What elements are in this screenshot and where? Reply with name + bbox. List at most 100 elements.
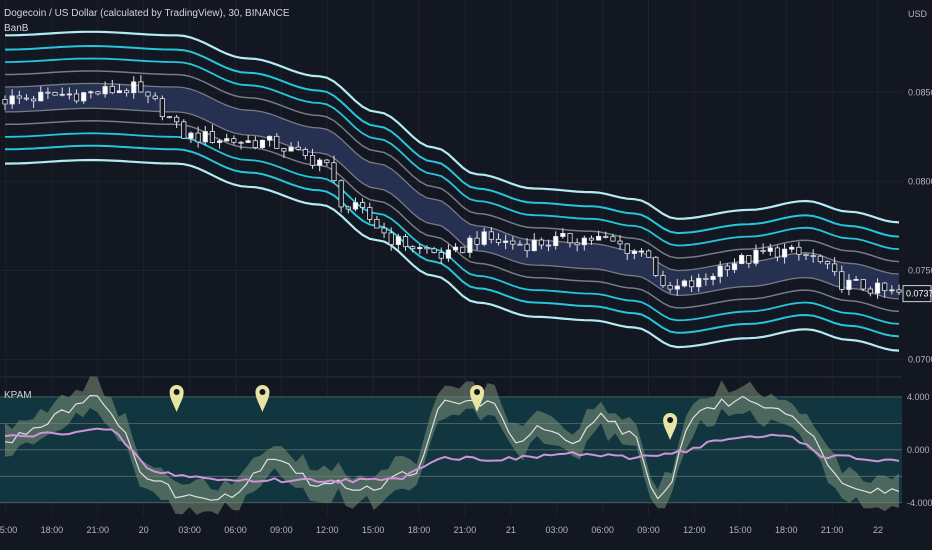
candle-body[interactable]: [359, 202, 366, 208]
candle-body[interactable]: [853, 279, 859, 281]
candle-body[interactable]: [352, 202, 359, 210]
candle-body[interactable]: [560, 233, 566, 237]
candle-body[interactable]: [317, 159, 323, 166]
candle-body[interactable]: [803, 253, 809, 257]
kpam-indicator-label[interactable]: KPAM: [4, 390, 32, 401]
candle-body[interactable]: [281, 148, 287, 152]
candle-body[interactable]: [474, 237, 480, 245]
candle-body[interactable]: [209, 131, 216, 143]
candle-body[interactable]: [781, 248, 788, 258]
candle-body[interactable]: [810, 255, 816, 258]
candle-body[interactable]: [417, 247, 423, 250]
candle-body[interactable]: [216, 140, 223, 143]
candle-body[interactable]: [202, 131, 208, 143]
candle-body[interactable]: [131, 81, 137, 94]
candle-body[interactable]: [703, 277, 709, 280]
candle-body[interactable]: [374, 218, 380, 229]
candle-body[interactable]: [274, 135, 280, 149]
candle-body[interactable]: [896, 289, 902, 293]
candle-body[interactable]: [302, 149, 308, 156]
candle-body[interactable]: [517, 243, 523, 246]
candle-body[interactable]: [667, 285, 673, 290]
candle-body[interactable]: [481, 231, 487, 245]
candle-body[interactable]: [731, 263, 738, 271]
candle-body[interactable]: [295, 146, 301, 150]
candle-body[interactable]: [710, 276, 716, 280]
candle-body[interactable]: [467, 237, 473, 253]
candle-body[interactable]: [267, 135, 273, 141]
candle-body[interactable]: [81, 92, 87, 102]
candle-body[interactable]: [653, 256, 659, 276]
candle-body[interactable]: [617, 240, 623, 245]
candle-body[interactable]: [610, 236, 616, 242]
candle-body[interactable]: [59, 93, 65, 96]
candle-body[interactable]: [331, 162, 337, 182]
candle-body[interactable]: [145, 91, 151, 97]
candle-body[interactable]: [824, 261, 831, 265]
candle-body[interactable]: [452, 246, 459, 251]
candle-body[interactable]: [410, 246, 416, 250]
candle-body[interactable]: [696, 277, 702, 288]
candle-body[interactable]: [245, 140, 251, 143]
candle-body[interactable]: [681, 280, 688, 287]
candle-body[interactable]: [259, 139, 266, 148]
candle-body[interactable]: [95, 91, 101, 95]
candle-body[interactable]: [531, 239, 537, 252]
candle-body[interactable]: [638, 250, 645, 253]
candle-body[interactable]: [445, 249, 452, 259]
candle-body[interactable]: [438, 252, 444, 259]
candle-body[interactable]: [817, 255, 823, 263]
candle-body[interactable]: [753, 249, 759, 264]
oscillator-axis[interactable]: 4.000 0.000 -4.000: [907, 392, 932, 508]
candle-body[interactable]: [774, 247, 781, 258]
candle-body[interactable]: [367, 207, 373, 220]
map-pin-marker-icon[interactable]: [169, 385, 184, 412]
candle-body[interactable]: [388, 232, 394, 245]
candle-body[interactable]: [832, 263, 838, 273]
candle-body[interactable]: [674, 285, 680, 290]
candle-body[interactable]: [224, 138, 230, 142]
candle-body[interactable]: [238, 141, 244, 144]
candle-body[interactable]: [524, 243, 530, 252]
candle-body[interactable]: [874, 282, 881, 294]
candle-body[interactable]: [88, 91, 94, 94]
candle-body[interactable]: [867, 288, 873, 294]
candle-body[interactable]: [860, 279, 866, 290]
candle-body[interactable]: [660, 275, 666, 287]
candle-body[interactable]: [424, 247, 430, 250]
candle-body[interactable]: [688, 280, 695, 288]
candle-body[interactable]: [45, 91, 51, 94]
candle-body[interactable]: [646, 250, 652, 258]
candle-body[interactable]: [174, 116, 180, 123]
candle-body[interactable]: [567, 233, 573, 244]
candle-body[interactable]: [789, 246, 795, 250]
candle-body[interactable]: [596, 235, 602, 241]
symbol-title[interactable]: Dogecoin / US Dollar (calculated by Trad…: [4, 8, 290, 19]
candle-body[interactable]: [38, 91, 44, 102]
candle-body[interactable]: [717, 265, 723, 277]
candle-body[interactable]: [889, 289, 895, 292]
candle-body[interactable]: [395, 236, 401, 245]
candle-body[interactable]: [102, 86, 108, 95]
candle-body[interactable]: [603, 235, 609, 238]
candle-body[interactable]: [2, 99, 8, 105]
candle-body[interactable]: [739, 255, 745, 265]
candle-body[interactable]: [252, 140, 258, 148]
candle-body[interactable]: [231, 138, 237, 143]
candle-body[interactable]: [338, 180, 344, 208]
candle-body[interactable]: [460, 246, 466, 253]
candle-body[interactable]: [846, 279, 852, 290]
map-pin-marker-icon[interactable]: [470, 385, 485, 412]
candle-body[interactable]: [73, 93, 80, 102]
candle-body[interactable]: [16, 95, 22, 99]
candle-body[interactable]: [588, 237, 595, 241]
candle-body[interactable]: [109, 86, 115, 94]
candle-body[interactable]: [545, 244, 552, 247]
candle-body[interactable]: [116, 90, 123, 94]
candle-body[interactable]: [345, 206, 351, 210]
candle-body[interactable]: [52, 91, 58, 96]
candle-body[interactable]: [882, 282, 888, 292]
candlestick-series[interactable]: [2, 75, 902, 299]
candle-body[interactable]: [324, 159, 330, 164]
time-axis[interactable]: 15:00 18:00 21:00 20 03:00 06:00 09:00 12:00 15:…: [0, 525, 883, 535]
